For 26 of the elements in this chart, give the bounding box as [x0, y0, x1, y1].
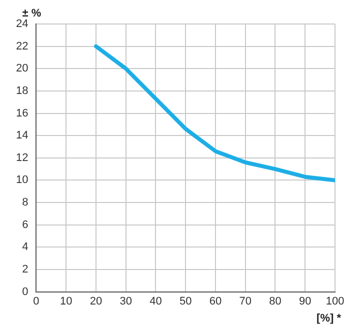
x-axis-title: [%] *	[316, 312, 342, 324]
y-tick-label: 22	[16, 40, 28, 52]
y-tick-label: 24	[16, 18, 28, 30]
x-tick-label: 20	[90, 295, 102, 308]
y-axis-title: ± %	[22, 8, 42, 20]
y-tick-label: 12	[16, 152, 28, 164]
y-tick-label: 2	[22, 264, 28, 276]
x-tick-label: 50	[179, 295, 192, 308]
y-tick-label: 4	[22, 241, 28, 254]
x-tick-label: 80	[269, 295, 282, 308]
x-tick-label: 10	[60, 295, 72, 308]
y-tick-label: 6	[22, 218, 28, 231]
y-tick-label: 16	[16, 107, 28, 120]
x-tick-label: 30	[120, 295, 132, 308]
y-tick-label: 0	[22, 286, 28, 298]
x-tick-label: 0	[33, 295, 40, 308]
x-tick-label: 90	[299, 295, 312, 308]
y-tick-label: 14	[16, 130, 28, 142]
y-tick-label: 10	[16, 174, 28, 186]
y-tick-label: 8	[22, 196, 28, 209]
x-tick-label: 60	[209, 295, 222, 308]
y-tick-label: 18	[16, 84, 28, 97]
x-tick-label: 40	[150, 295, 162, 308]
x-tick-label: 100	[326, 295, 344, 308]
x-tick-label: 70	[239, 295, 252, 308]
y-tick-label: 20	[16, 62, 28, 75]
